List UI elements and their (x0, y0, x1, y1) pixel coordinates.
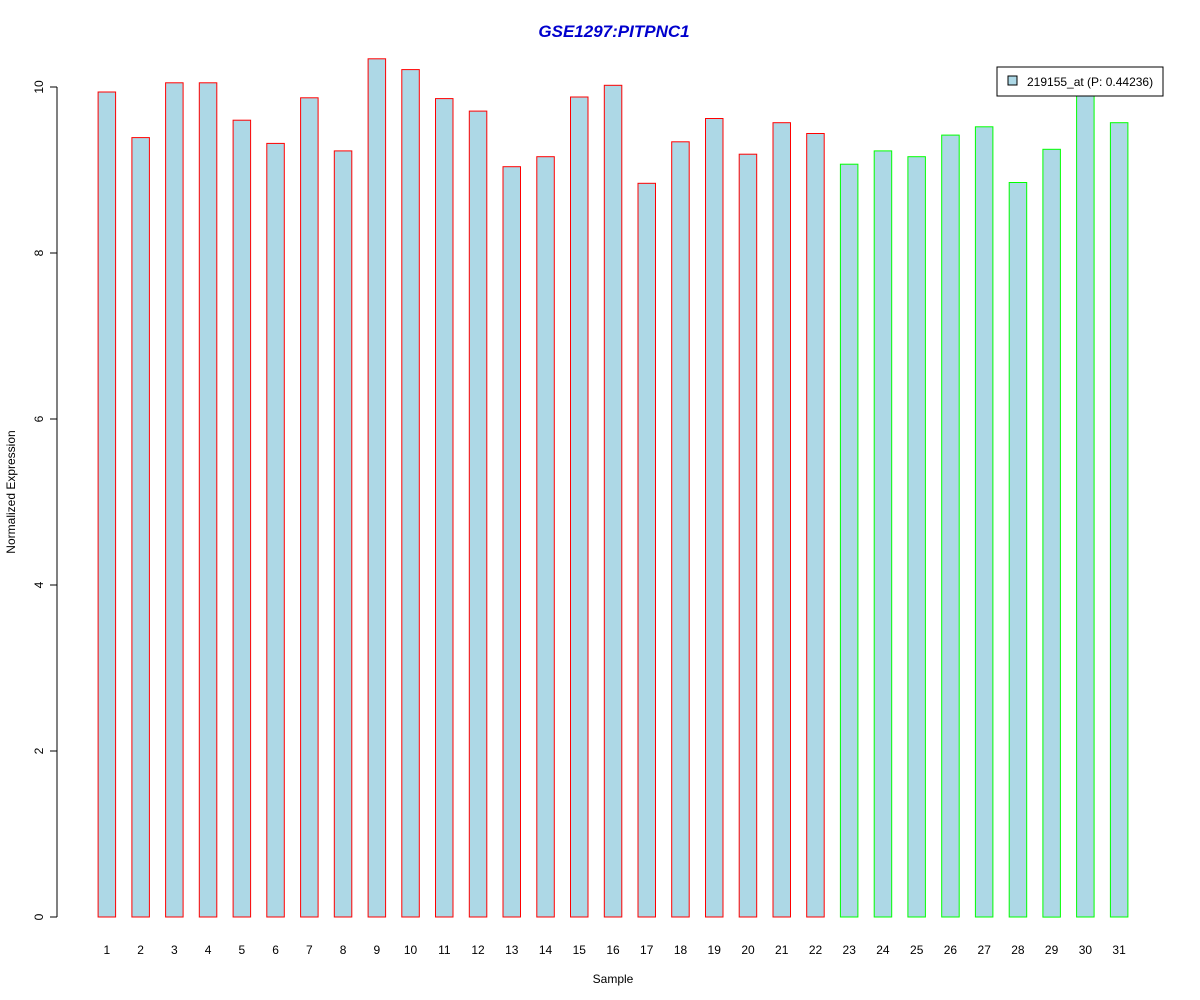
bar-sample-1 (97, 91, 117, 918)
bar-sample-5 (232, 119, 252, 918)
x-tick-label: 7 (306, 943, 313, 957)
bar-sample-10 (401, 69, 420, 918)
bar-sample-30 (1076, 92, 1095, 918)
x-axis-label: Sample (593, 972, 634, 986)
x-tick-label: 1 (104, 943, 111, 957)
bar-sample-21 (772, 122, 791, 918)
y-tick-label: 2 (32, 747, 46, 754)
x-tick-label: 8 (340, 943, 347, 957)
bar-sample-27 (974, 126, 994, 918)
bar-sample-7 (300, 97, 319, 918)
bar-sample-25 (907, 156, 926, 918)
y-axis: 0 2 4 6 8 10 (32, 80, 58, 920)
x-tick-label: 13 (505, 943, 519, 957)
x-tick-label: 4 (205, 943, 212, 957)
bar-sample-9 (367, 58, 387, 918)
bar-sample-3 (165, 82, 184, 918)
x-tick-label: 29 (1045, 943, 1059, 957)
bar-sample-16 (603, 84, 623, 918)
x-tick-label: 17 (640, 943, 654, 957)
x-tick-label: 25 (910, 943, 924, 957)
x-tick-label: 26 (944, 943, 958, 957)
x-tick-label: 27 (978, 943, 992, 957)
bar-sample-19 (705, 118, 724, 918)
bar-sample-14 (536, 156, 555, 918)
bar-sample-17 (637, 182, 656, 918)
y-tick-label: 8 (32, 249, 46, 256)
x-tick-labels: 1 2 3 4 5 6 7 8 9 10 11 12 13 14 15 16 17 18 19 20 21 22 23 24 2… (104, 943, 1127, 957)
bar-sample-4 (198, 82, 218, 918)
x-tick-label: 2 (137, 943, 144, 957)
legend: 219155_at (P: 0.44236) (996, 66, 1164, 97)
bar-sample-12 (468, 110, 488, 918)
bar-sample-23 (839, 163, 859, 918)
x-tick-label: 24 (876, 943, 890, 957)
legend-box (996, 66, 1164, 97)
x-tick-label: 15 (573, 943, 587, 957)
bar-sample-24 (873, 150, 893, 918)
bar-sample-31 (1109, 122, 1129, 918)
bar-sample-28 (1008, 182, 1028, 918)
x-tick-label: 21 (775, 943, 789, 957)
y-tick-label: 0 (32, 913, 46, 920)
bars-group (97, 58, 1129, 918)
legend-swatch (1007, 75, 1018, 86)
bar-sample-6 (266, 142, 285, 918)
bar-sample-20 (738, 153, 758, 918)
x-tick-label: 9 (373, 943, 380, 957)
x-tick-label: 20 (741, 943, 755, 957)
bar-sample-18 (671, 141, 690, 918)
y-tick-label: 10 (32, 80, 46, 94)
bar-sample-2 (131, 137, 150, 918)
bar-sample-8 (333, 150, 353, 918)
bar-sample-26 (941, 134, 960, 918)
y-axis-label: Normalized Expression (4, 430, 18, 553)
bar-sample-29 (1042, 148, 1061, 918)
x-tick-label: 16 (606, 943, 620, 957)
legend-label: 219155_at (P: 0.44236) (1027, 75, 1153, 89)
x-tick-label: 19 (708, 943, 722, 957)
x-tick-label: 5 (238, 943, 245, 957)
x-tick-label: 31 (1112, 943, 1126, 957)
x-tick-label: 18 (674, 943, 688, 957)
x-tick-label: 11 (438, 943, 451, 957)
y-tick-label: 4 (32, 581, 46, 588)
y-tick-label: 6 (32, 415, 46, 422)
x-tick-label: 12 (471, 943, 485, 957)
x-tick-label: 10 (404, 943, 418, 957)
x-tick-label: 28 (1011, 943, 1025, 957)
x-tick-label: 30 (1079, 943, 1093, 957)
x-tick-label: 22 (809, 943, 823, 957)
x-tick-label: 6 (272, 943, 279, 957)
bar-sample-15 (570, 96, 589, 918)
bar-sample-13 (502, 166, 521, 918)
x-tick-label: 23 (843, 943, 857, 957)
x-tick-label: 14 (539, 943, 553, 957)
x-tick-label: 3 (171, 943, 178, 957)
bar-sample-22 (806, 133, 825, 918)
bar-sample-11 (435, 98, 454, 918)
chart-title: GSE1297:PITPNC1 (538, 22, 689, 41)
